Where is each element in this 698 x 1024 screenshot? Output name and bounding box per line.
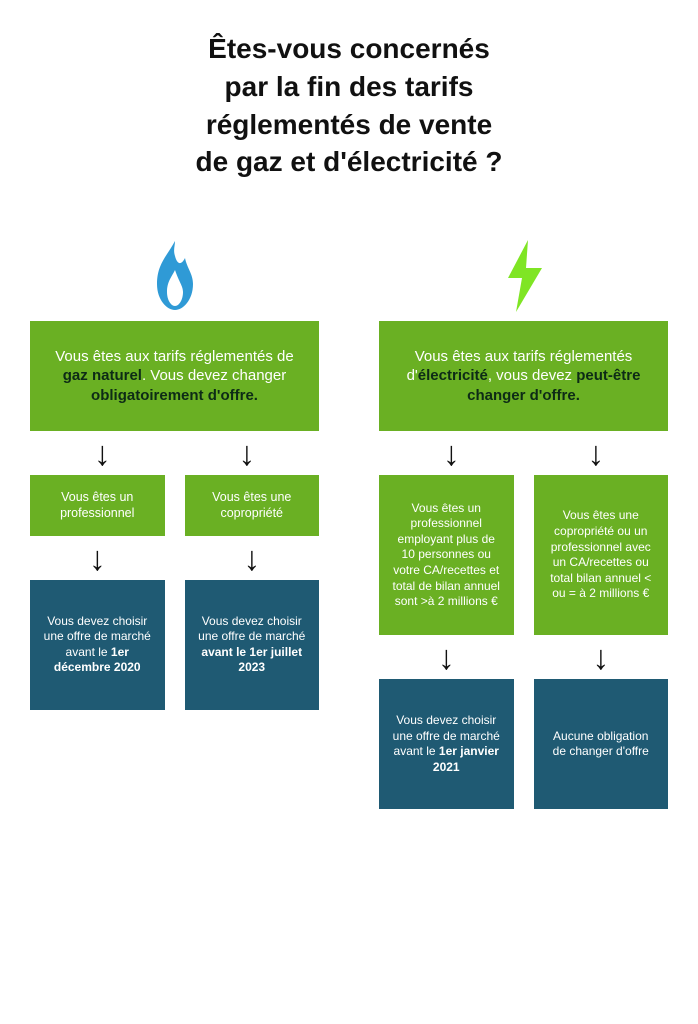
elec-copro-result-text: Aucune obligation de changer d'offre [553, 729, 649, 759]
elec-intro-text2: , vous devez [488, 367, 576, 384]
gas-intro-box: Vous êtes aux tarifs réglementés de gaz … [30, 321, 319, 431]
gas-intro-text1: Vous êtes aux tarifs réglementés de [55, 348, 293, 365]
gas-branch-copro: Vous êtes une copropriété ↓ Vous devez c… [185, 475, 320, 710]
elec-branch-pro: Vous êtes un professionnel employant plu… [379, 475, 514, 809]
gas-pro-box: Vous êtes un professionnel [30, 475, 165, 536]
gas-pro-result: Vous devez choisir une offre de marché a… [30, 580, 165, 710]
elec-intro-bold1: électricité [418, 367, 488, 384]
elec-branches: Vous êtes un professionnel employant plu… [379, 475, 668, 809]
page-title: Êtes-vous concernéspar la fin des tarifs… [0, 0, 698, 191]
gas-branch-pro: Vous êtes un professionnel ↓ Vous devez … [30, 475, 165, 710]
elec-intro-box: Vous êtes aux tarifs réglementés d'élect… [379, 321, 668, 431]
gas-intro-text2: . Vous devez changer [142, 367, 286, 384]
arrow-down-icon: ↓ [592, 641, 609, 675]
gas-copro-result-text: Vous devez choisir une offre de marché [198, 614, 305, 644]
gas-branches: Vous êtes un professionnel ↓ Vous devez … [30, 475, 319, 710]
arrow-down-icon: ↓ [443, 437, 460, 471]
arrow-down-icon: ↓ [587, 437, 604, 471]
arrow-down-icon: ↓ [89, 542, 106, 576]
elec-pro-result: Vous devez choisir une offre de marché a… [379, 679, 514, 809]
elec-column: Vous êtes aux tarifs réglementés d'élect… [379, 231, 668, 809]
columns: Vous êtes aux tarifs réglementés de gaz … [0, 191, 698, 809]
gas-copro-result-bold: avant le 1er juillet 2023 [201, 645, 302, 675]
elec-pro-result-bold: 1er janvier 2021 [433, 744, 499, 774]
gas-intro-bold1: gaz naturel [63, 367, 142, 384]
elec-split-arrows: ↓ ↓ [379, 431, 668, 475]
gas-copro-box: Vous êtes une copropriété [185, 475, 320, 536]
elec-pro-box: Vous êtes un professionnel employant plu… [379, 475, 514, 635]
gas-intro-bold2: obligatoirement d'offre. [91, 387, 258, 404]
flame-icon [145, 231, 205, 321]
gas-split-arrows: ↓ ↓ [30, 431, 319, 475]
arrow-down-icon: ↓ [238, 437, 255, 471]
gas-copro-result: Vous devez choisir une offre de marché a… [185, 580, 320, 710]
arrow-down-icon: ↓ [94, 437, 111, 471]
arrow-down-icon: ↓ [243, 542, 260, 576]
elec-branch-copro: Vous êtes une copropriété ou un professi… [534, 475, 669, 809]
elec-copro-box: Vous êtes une copropriété ou un professi… [534, 475, 669, 635]
gas-pro-result-text: Vous devez choisir une offre de marché a… [44, 614, 151, 659]
arrow-down-icon: ↓ [438, 641, 455, 675]
elec-copro-result: Aucune obligation de changer d'offre [534, 679, 669, 809]
bolt-icon [494, 231, 554, 321]
gas-column: Vous êtes aux tarifs réglementés de gaz … [30, 231, 319, 809]
